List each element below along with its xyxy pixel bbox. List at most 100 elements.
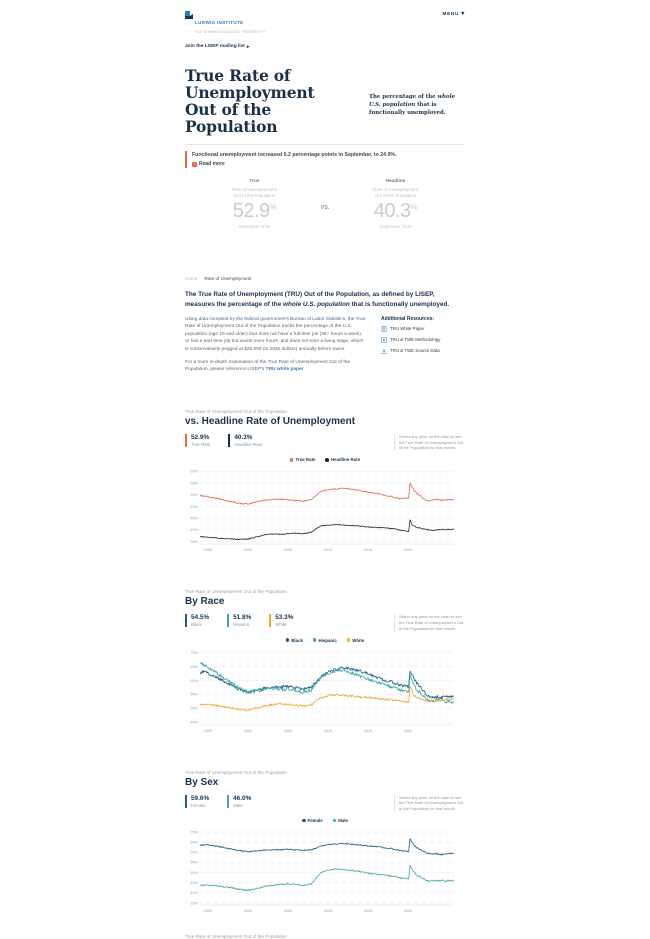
additional-resources: Additional Resources: TRU White Paper TR… [381,316,461,380]
chart-hint: Select any point on the chart to see the… [394,433,465,452]
resource-source-data[interactable]: TRU & TWE Source Data [381,348,461,354]
lisep-logo[interactable]: LUDWIG INSTITUTE FOR SHARED ECONOMIC PRO… [185,11,266,34]
stat-chips: 54.5% Black 51.8% Hispanic 53.3% White [185,614,311,628]
svg-text:35%: 35% [190,901,198,905]
svg-text:50%: 50% [190,505,198,509]
stat-chip: 52.9% True Rate [185,433,210,447]
svg-text:45%: 45% [190,720,198,724]
svg-text:2020: 2020 [404,548,412,552]
play-icon [381,337,387,343]
true-rate-stat: True Rate of Unemployment Out of the Popu… [207,179,302,229]
headline-rate-date: September 2025 [379,224,412,230]
svg-text:60%: 60% [190,851,198,855]
legend-dot [332,818,337,823]
svg-text:2005: 2005 [284,729,292,733]
description-columns: Using data compiled by the federal gover… [185,316,465,380]
mailing-list-link[interactable]: Join the LISEP mailing list ▸ [185,43,250,50]
section-eyebrow: True Rate of Unemployment Out of the Pop… [185,589,287,595]
line-chart-by-race[interactable]: 45% 50% 55% 60% 65% 70% 1995 2000 2005 2010 2015 20… [185,645,457,741]
svg-text:50%: 50% [190,706,198,710]
breadcrumb-current: Rate of Unemployment [204,276,252,282]
legend-item[interactable]: Male [332,818,348,823]
lisep-logo-icon [185,11,193,19]
legend-dot [285,638,290,642]
stat-chip: 51.8% Hispanic [227,614,251,628]
page-content: LUDWIG INSTITUTE FOR SHARED ECONOMIC PRO… [185,0,465,939]
body-copy: Using data compiled by the federal gover… [185,316,367,380]
svg-text:55%: 55% [190,861,198,865]
hero-subtitle: The percentage of the whole U.S. populat… [369,94,456,117]
svg-text:60%: 60% [190,679,198,683]
resource-white-paper[interactable]: TRU White Paper [381,326,461,332]
menu-label: MENU [442,11,460,16]
svg-text:1995: 1995 [204,548,212,552]
svg-text:40%: 40% [190,528,198,532]
section-title: By Race [185,596,225,608]
resource-methodology[interactable]: TRU & TWE Methodology [381,337,461,343]
legend-item[interactable]: Headline Rate [325,457,360,462]
legend-item[interactable]: Black [285,638,303,643]
legend-item[interactable]: Female [302,818,323,823]
stat-chip: 53.3% White [269,614,293,628]
chart-hint: Select any point on the chart to see the… [394,794,465,813]
headline-rate-kicker: Headline [385,179,406,185]
menu-button[interactable]: MENU ▾ [442,10,465,17]
chart-section-by-sex: True Rate of Unemployment Out of the Pop… [185,770,465,921]
legend-item[interactable]: White [346,638,364,643]
true-rate-kicker: True [249,179,260,185]
resources-title: Additional Resources: [381,315,435,322]
headline-rate-value: 40.3% [373,200,418,223]
svg-text:70%: 70% [190,651,198,655]
read-more-icon: › [192,161,197,167]
vs-label: VS. [320,205,330,212]
true-rate-label: Rate of Unemployment Out of the Populatio… [232,187,277,199]
svg-text:65%: 65% [190,470,198,474]
section-title: By Sex [185,776,219,788]
svg-text:45%: 45% [190,881,198,885]
svg-text:2020: 2020 [404,729,412,733]
logo-subtitle: FOR SHARED ECONOMIC PROSPERITY [195,30,266,34]
stat-chips: 59.6% Female 46.0% Male [185,794,269,808]
svg-text:2010: 2010 [324,729,332,733]
chevron-down-icon: ▾ [461,10,465,17]
legend-item[interactable]: True Rate [289,457,315,462]
stat-chip: 54.5% Black [185,614,209,628]
page-title: True Rate of Unemployment Out of the Pop… [185,66,315,137]
stat-chips: 52.9% True Rate 40.3% Headline Rate [185,433,280,447]
svg-text:35%: 35% [190,540,198,544]
svg-text:40%: 40% [190,891,198,895]
svg-text:45%: 45% [190,517,198,521]
svg-text:55%: 55% [190,493,198,497]
next-section-eyebrow: True Rate of Unemployment Out of the Pop… [185,934,287,939]
stat-chip: 59.6% Female [185,794,209,808]
svg-text:55%: 55% [190,692,198,696]
chart-section-by-race: True Rate of Unemployment Out of the Pop… [185,589,465,740]
line-chart-by-sex[interactable]: 35% 40% 45% 50% 55% 60% 65% 70% 1995 2000 2005 2010… [185,825,457,921]
hero: True Rate of Unemployment Out of the Pop… [185,67,465,135]
svg-text:65%: 65% [190,665,198,669]
rate-comparison: True Rate of Unemployment Out of the Popu… [185,179,465,229]
tru-white-paper-link[interactable]: TRU white paper [265,367,304,373]
line-chart-vs-headline[interactable]: 35% 40% 45% 50% 55% 60% 65% 1995 2000 2005 2010 201… [185,464,457,560]
headline-rate-stat: Headline Rate of Unemployment Out of the … [348,179,443,229]
svg-text:2015: 2015 [364,729,372,733]
svg-text:60%: 60% [190,482,198,486]
read-more-link[interactable]: › Read more [192,161,225,168]
legend-item[interactable]: Hispanic [312,638,337,643]
legend-dot [312,638,317,642]
arrow-right-icon: ▸ [246,43,250,50]
chart-section-vs-headline: True Rate of Unemployment Out of the Pop… [185,409,465,560]
svg-text:1995: 1995 [204,909,212,913]
legend-dot [302,818,306,823]
svg-text:70%: 70% [190,830,198,834]
svg-text:2000: 2000 [244,548,252,552]
breadcrumb-home[interactable]: Home [185,276,198,282]
stat-chip: 40.3% Headline Rate [228,433,262,447]
chart-legend: Female Male [185,818,465,823]
headline-rate-label: Rate of Unemployment Out of the Populatio… [373,187,418,199]
svg-text:2010: 2010 [324,909,332,913]
true-rate-date: September 2025 [238,224,271,230]
svg-text:2015: 2015 [364,548,372,552]
legend-dot [289,458,294,462]
svg-text:50%: 50% [190,871,198,875]
